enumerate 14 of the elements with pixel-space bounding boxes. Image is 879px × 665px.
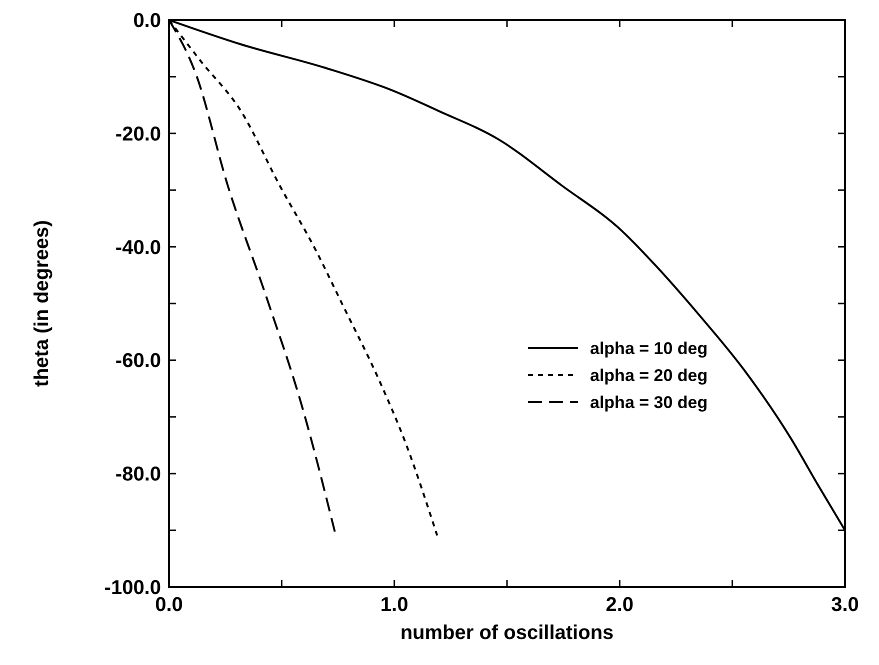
legend-label: alpha = 20 deg xyxy=(590,366,708,385)
x-axis-title: number of oscillations xyxy=(400,622,614,644)
legend-label: alpha = 10 deg xyxy=(590,338,708,358)
y-tick-label: -80.0 xyxy=(115,464,161,486)
y-tick-label: 0.0 xyxy=(133,10,161,32)
y-tick-label: -40.0 xyxy=(115,236,161,259)
x-tick-label: 0.0 xyxy=(155,594,183,616)
x-tick-label: 1.0 xyxy=(380,594,408,616)
y-axis-title: theta (in degrees) xyxy=(31,220,53,387)
legend-label: alpha = 30 deg xyxy=(590,392,708,412)
x-tick-label: 3.0 xyxy=(831,594,859,616)
x-tick-label: 2.0 xyxy=(606,594,634,616)
y-tick-label: -60.0 xyxy=(115,350,161,372)
y-tick-label: -20.0 xyxy=(115,123,161,146)
